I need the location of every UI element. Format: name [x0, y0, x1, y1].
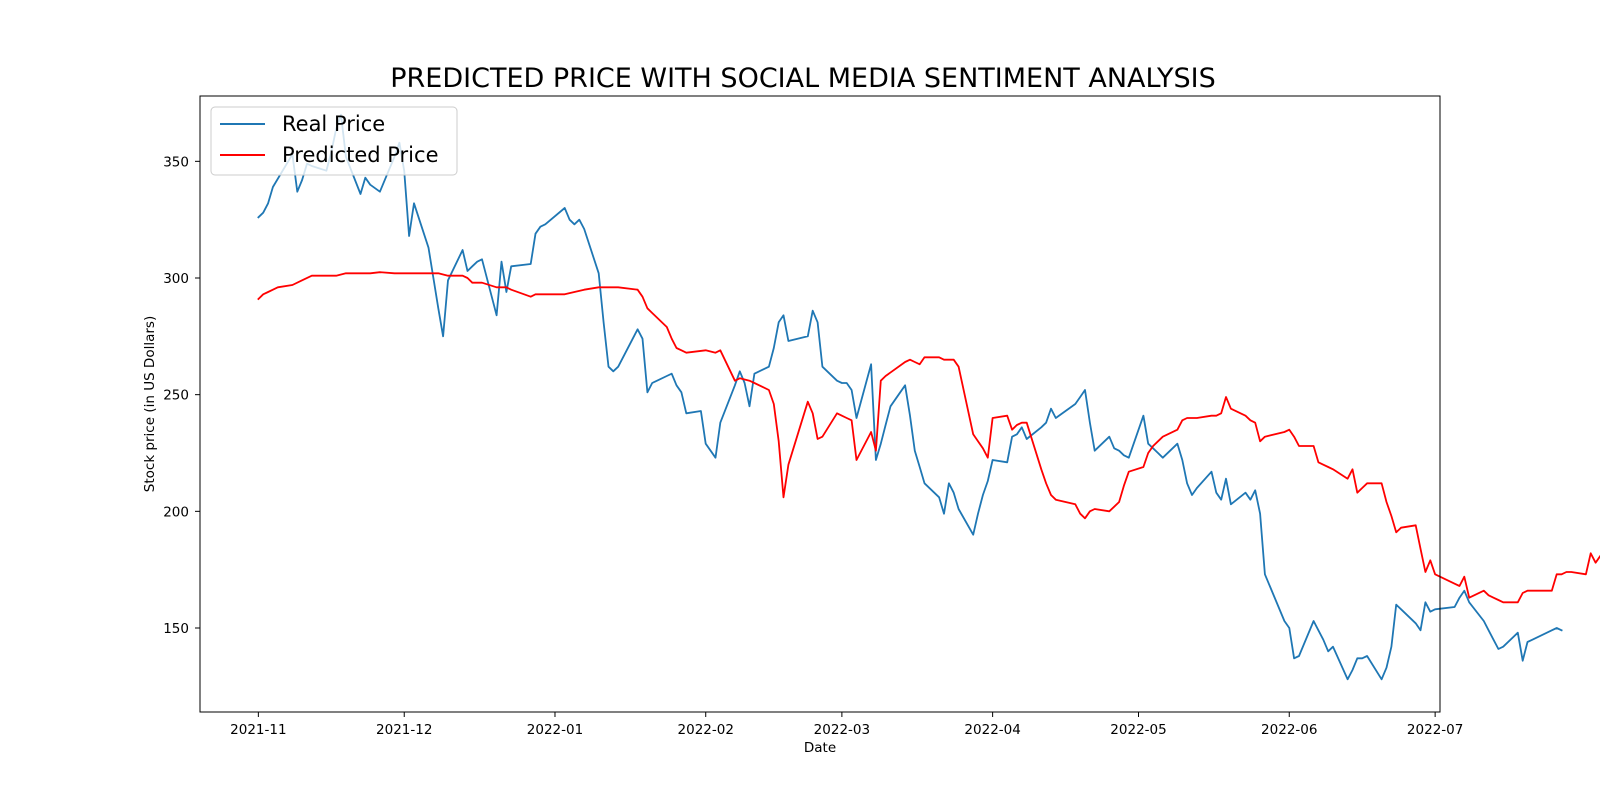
x-axis: 2021-11 2021-12 2022-01 2022-02 2022-03 2022-… [230, 712, 1463, 738]
x-axis-label: Date [804, 740, 836, 756]
x-tick-label: 2022-03 [814, 722, 870, 738]
x-tick-label: 2021-11 [230, 722, 286, 738]
series-line-predicted-price [257, 271, 1600, 604]
legend-label-predicted-price: Predicted Price [282, 143, 439, 167]
y-axis: 150 200 250 300 350 [163, 154, 200, 637]
series-line-real-price [257, 113, 1563, 681]
chart-title: PREDICTED PRICE WITH SOCIAL MEDIA SENTIM… [390, 63, 1215, 94]
x-tick-label: 2022-07 [1407, 722, 1463, 738]
legend-label-real-price: Real Price [282, 112, 385, 136]
plot-frame [199, 95, 1441, 713]
y-tick-label: 200 [163, 504, 189, 520]
x-tick-label: 2022-02 [678, 722, 734, 738]
y-axis-label: Stock price (in US Dollars) [142, 316, 158, 492]
y-tick-label: 250 [163, 388, 189, 404]
y-tick-label: 150 [163, 621, 189, 637]
x-tick-label: 2022-04 [964, 722, 1020, 738]
x-tick-label: 2021-12 [376, 722, 432, 738]
legend-box [210, 106, 458, 176]
x-tick-label: 2022-01 [527, 722, 583, 738]
legend: Real Price Predicted Price [210, 106, 458, 176]
x-tick-label: 2022-05 [1110, 722, 1166, 738]
y-tick-label: 300 [163, 271, 189, 287]
x-tick-label: 2022-06 [1261, 722, 1317, 738]
series-layer [257, 113, 1600, 681]
y-tick-label: 350 [163, 154, 189, 170]
